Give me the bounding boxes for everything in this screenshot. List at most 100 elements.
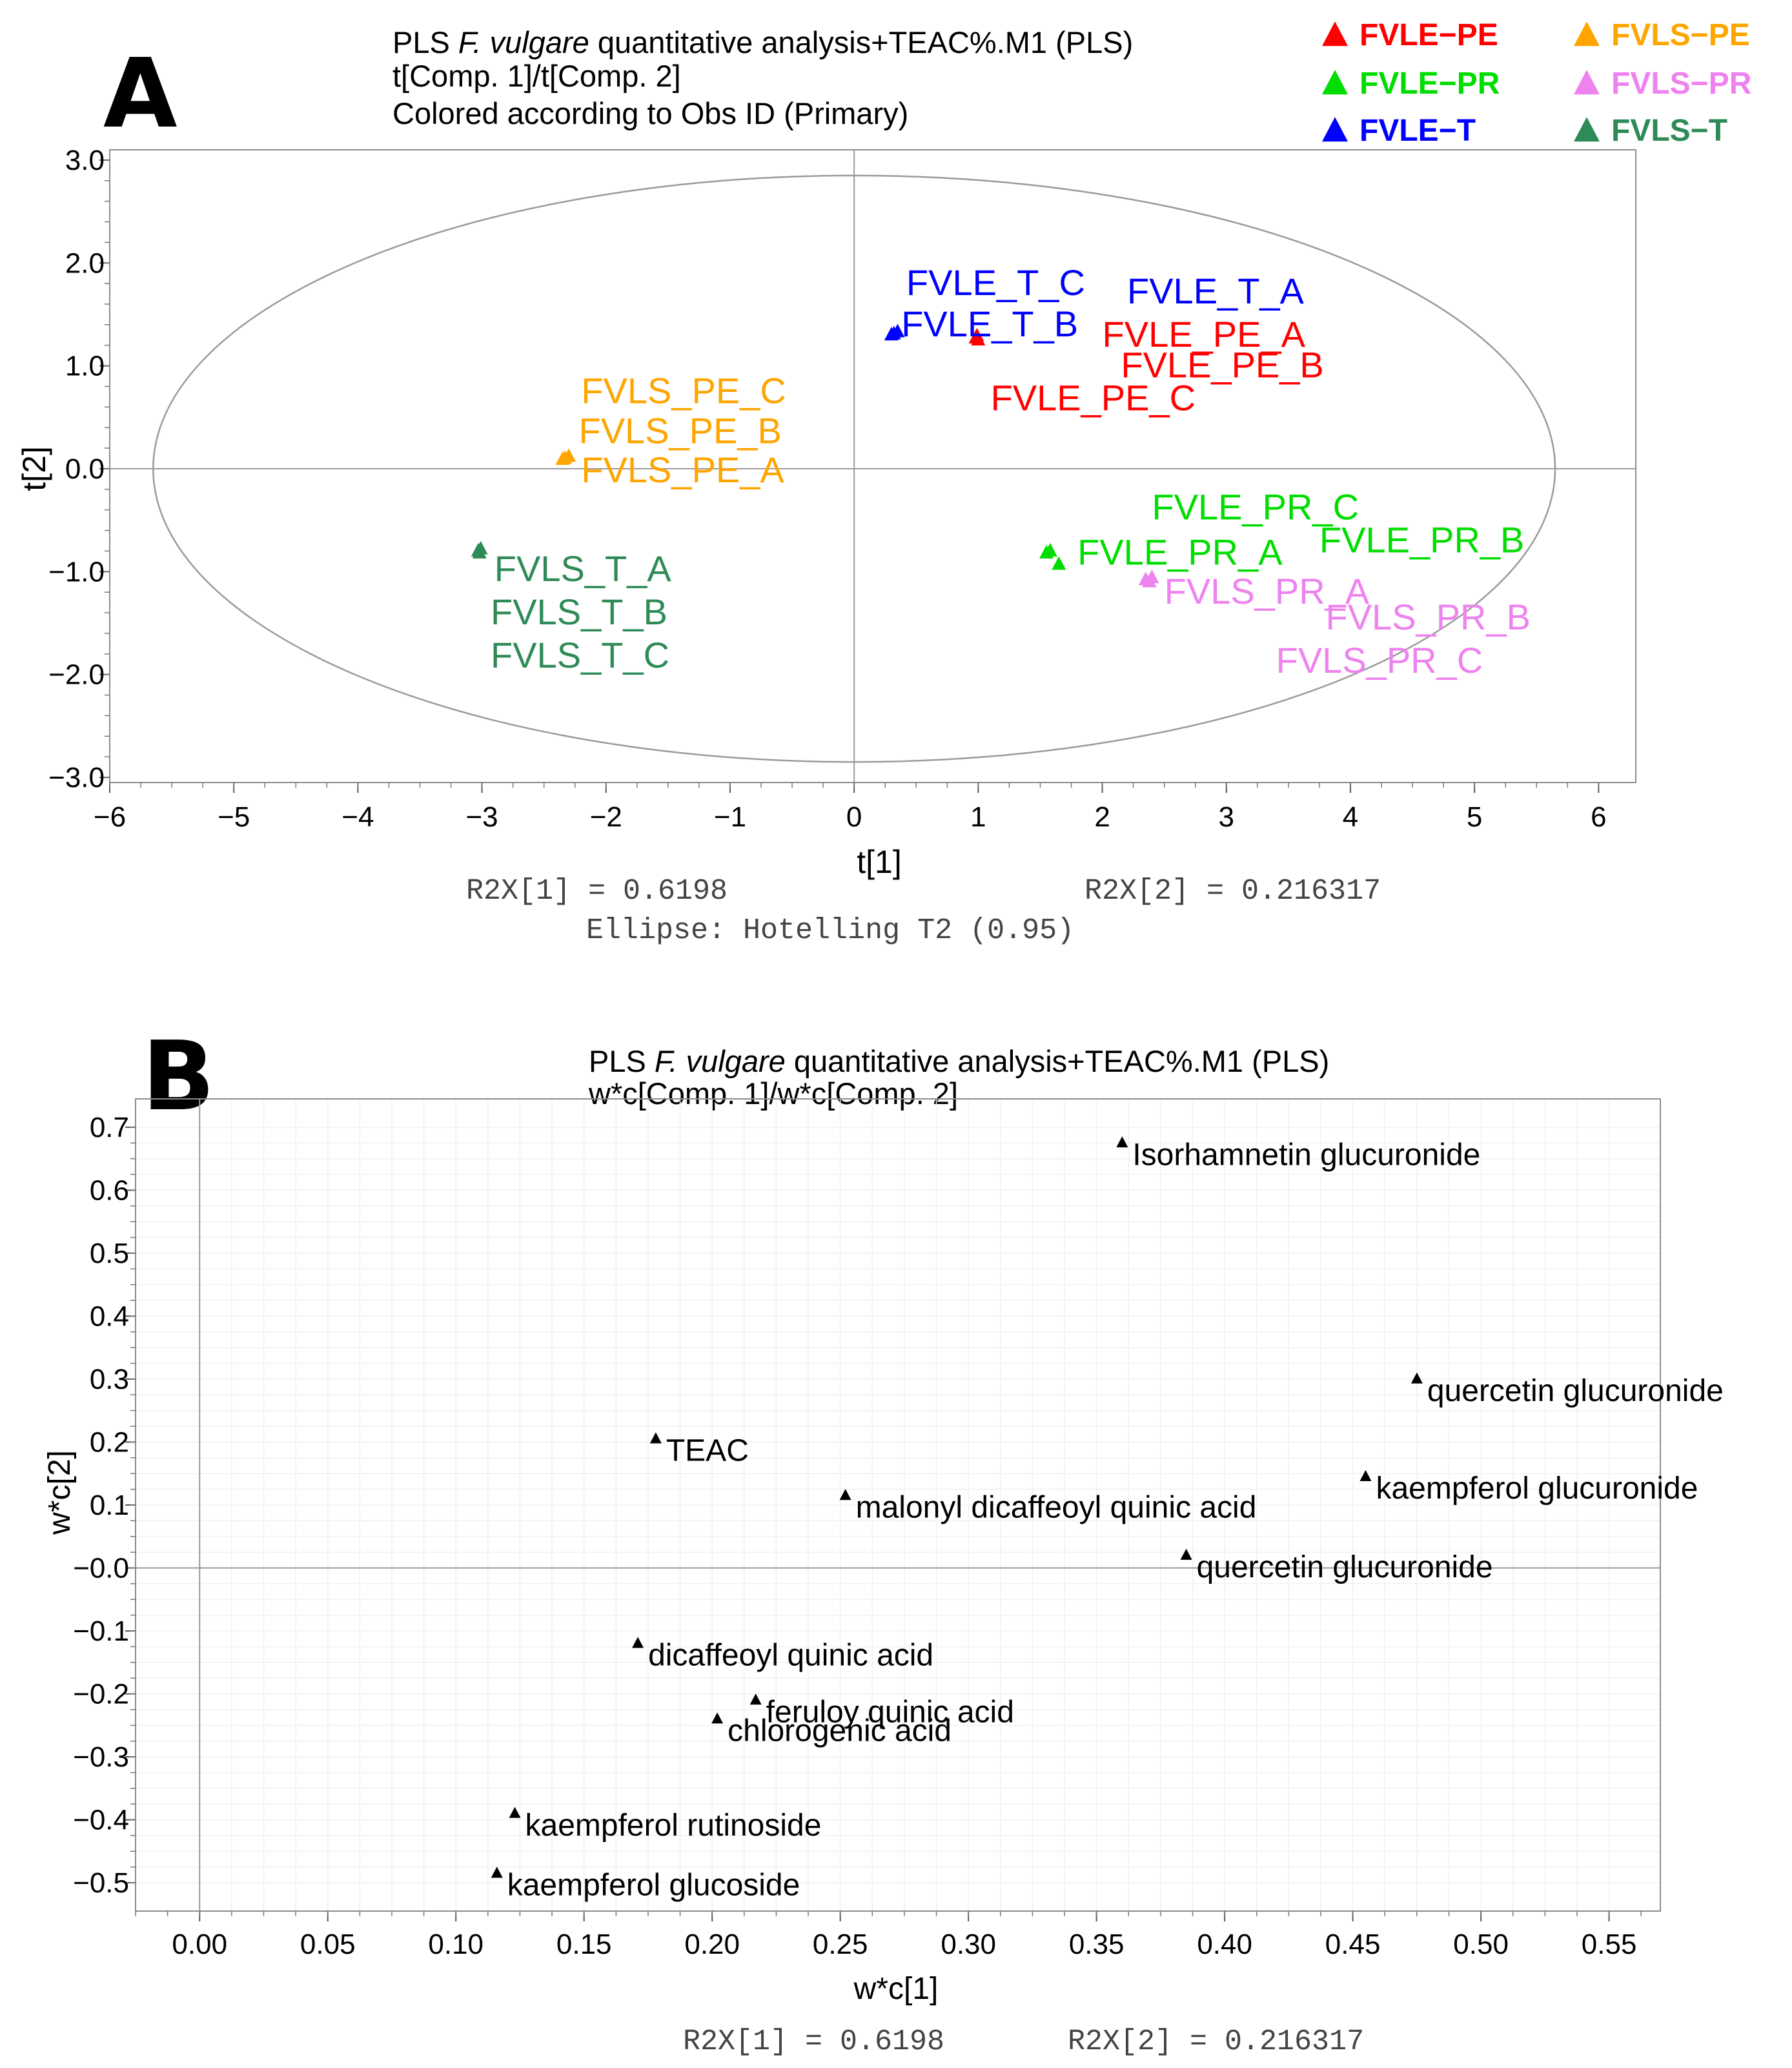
legend-entry: FVLS−PR xyxy=(1611,67,1751,101)
chart-subtitle-2: Colored according to Obs ID (Primary) xyxy=(392,96,908,130)
y-tick-label: 2.0 xyxy=(65,247,105,279)
x-tick-label: −2 xyxy=(590,801,622,833)
point-label: TEAC xyxy=(666,1434,749,1468)
chart-title: PLS F. vulgare quantitative analysis+TEA… xyxy=(589,1044,1329,1078)
data-point xyxy=(491,1867,503,1878)
point-label: FVLE_PR_C xyxy=(1152,487,1359,527)
data-point xyxy=(749,1694,762,1705)
data-point xyxy=(1052,556,1066,570)
legend-marker xyxy=(1574,21,1600,46)
data-point xyxy=(1116,1136,1128,1148)
y-tick-label: 0.4 xyxy=(90,1300,129,1332)
y-tick-label: 0.7 xyxy=(90,1112,129,1143)
data-point xyxy=(1359,1469,1372,1481)
y-tick-label: 0.3 xyxy=(90,1364,129,1395)
point-label: dicaffeoyl quinic acid xyxy=(648,1639,933,1673)
point-label: kaempferol glucoside xyxy=(507,1868,800,1902)
x-axis-label: w*c[1] xyxy=(853,1972,939,2006)
y-tick-label: 3.0 xyxy=(65,145,105,176)
point-label: FVLS_PE_A xyxy=(581,449,784,490)
point-label: kaempferol rutinoside xyxy=(525,1808,822,1843)
legend-entry: FVLS−PE xyxy=(1611,18,1750,52)
point-label: FVLE_T_C xyxy=(906,262,1085,303)
x-tick-label: 0 xyxy=(846,801,862,833)
x-tick-label: −4 xyxy=(341,801,374,833)
point-label: FVLE_T_A xyxy=(1127,271,1305,311)
x-tick-label: 0.40 xyxy=(1197,1929,1252,1960)
point-label: FVLE_PE_A xyxy=(1103,314,1306,354)
y-tick-label: 0.0 xyxy=(65,453,105,485)
point-label: feruloy quinic acid xyxy=(766,1695,1014,1729)
x-tick-label: 0.05 xyxy=(300,1929,356,1960)
data-point xyxy=(970,327,984,342)
x-tick-label: −3 xyxy=(465,801,498,833)
legend-entry: FVLE−PE xyxy=(1359,18,1498,52)
chart-subtitle: w*c[Comp. 1]/w*c[Comp. 2] xyxy=(588,1076,958,1111)
point-label: FVLE_PE_C xyxy=(991,378,1196,418)
point-label: FVLE_PR_A xyxy=(1077,532,1283,573)
x-tick-label: 0.55 xyxy=(1582,1929,1637,1960)
x-tick-label: 0.35 xyxy=(1069,1929,1125,1960)
x-tick-label: 0.15 xyxy=(556,1929,612,1960)
point-label: FVLS_PE_B xyxy=(578,411,781,451)
legend-entry: FVLE−PR xyxy=(1359,67,1500,101)
y-axis-label: w*c[2] xyxy=(43,1450,77,1535)
point-label: kaempferol glucuronide xyxy=(1376,1471,1698,1506)
x-tick-label: 0.50 xyxy=(1453,1929,1509,1960)
x-tick-label: 4 xyxy=(1343,801,1358,833)
x-tick-label: 3 xyxy=(1219,801,1234,833)
legend-marker xyxy=(1322,117,1348,142)
data-point xyxy=(509,1807,521,1818)
x-tick-label: 2 xyxy=(1094,801,1110,833)
panel-b: B PLS F. vulgare quantitative analysis+TE… xyxy=(43,1021,1724,2058)
x-tick-label: 0.10 xyxy=(428,1929,484,1960)
point-label: quercetin glucuronide xyxy=(1427,1374,1724,1408)
panel-letter-b: B xyxy=(142,1021,215,1132)
footer-r2x2: R2X[2] = 0.216317 xyxy=(1068,2025,1364,2058)
y-tick-label: 0.5 xyxy=(90,1238,129,1269)
x-tick-label: 6 xyxy=(1591,801,1606,833)
x-tick-label: 0.45 xyxy=(1325,1929,1381,1960)
point-label: Isorhamnetin glucuronide xyxy=(1132,1138,1480,1172)
panel-a: A PLS F. vulgare quantitative analysis+TE… xyxy=(16,18,1751,947)
x-axis-label: t[1] xyxy=(857,844,901,880)
x-tick-label: 0.00 xyxy=(172,1929,227,1960)
x-tick-label: −6 xyxy=(94,801,126,833)
data-point xyxy=(711,1712,724,1724)
point-label: FVLS_PE_C xyxy=(581,370,786,411)
chart-title: PLS F. vulgare quantitative analysis+TEA… xyxy=(392,25,1133,59)
legend-marker xyxy=(1574,117,1600,142)
x-tick-label: 0.25 xyxy=(813,1929,868,1960)
point-label: FVLS_PR_A xyxy=(1165,571,1370,611)
data-point xyxy=(649,1432,662,1444)
data-point xyxy=(1142,573,1157,588)
data-point xyxy=(632,1637,644,1648)
x-tick-label: −5 xyxy=(218,801,250,833)
y-tick-label: 0.1 xyxy=(90,1490,129,1521)
y-tick-label: 1.0 xyxy=(65,351,105,382)
y-tick-label: −2.0 xyxy=(48,659,105,691)
y-tick-label: −3.0 xyxy=(48,762,105,793)
y-tick-label: 0.2 xyxy=(90,1426,129,1458)
chart-subtitle: t[Comp. 1]/t[Comp. 2] xyxy=(392,59,681,93)
y-tick-label: −1.0 xyxy=(48,556,105,588)
footer-r2x1: R2X[1] = 0.6198 xyxy=(466,875,728,908)
point-label: malonyl dicaffeoyl quinic acid xyxy=(856,1490,1257,1524)
y-tick-label: 0.6 xyxy=(90,1174,129,1206)
point-label: FVLE_PE_B xyxy=(1121,345,1323,385)
data-point xyxy=(555,451,570,466)
legend-entry: FVLE−T xyxy=(1359,114,1476,148)
legend-marker xyxy=(1574,70,1600,95)
x-tick-label: 0.20 xyxy=(684,1929,740,1960)
x-tick-label: −1 xyxy=(714,801,746,833)
plot-frame xyxy=(109,149,1636,783)
y-tick-label: −0.1 xyxy=(73,1615,129,1647)
point-label: FVLE_T_B xyxy=(901,303,1078,344)
footer-r2x1: R2X[1] = 0.6198 xyxy=(683,2025,944,2058)
data-point xyxy=(472,545,487,559)
point-label: FVLS_T_B xyxy=(491,591,667,632)
x-tick-label: 5 xyxy=(1467,801,1482,833)
footer-r2x2: R2X[2] = 0.216317 xyxy=(1084,875,1381,908)
point-label: FVLS_T_A xyxy=(494,548,672,589)
